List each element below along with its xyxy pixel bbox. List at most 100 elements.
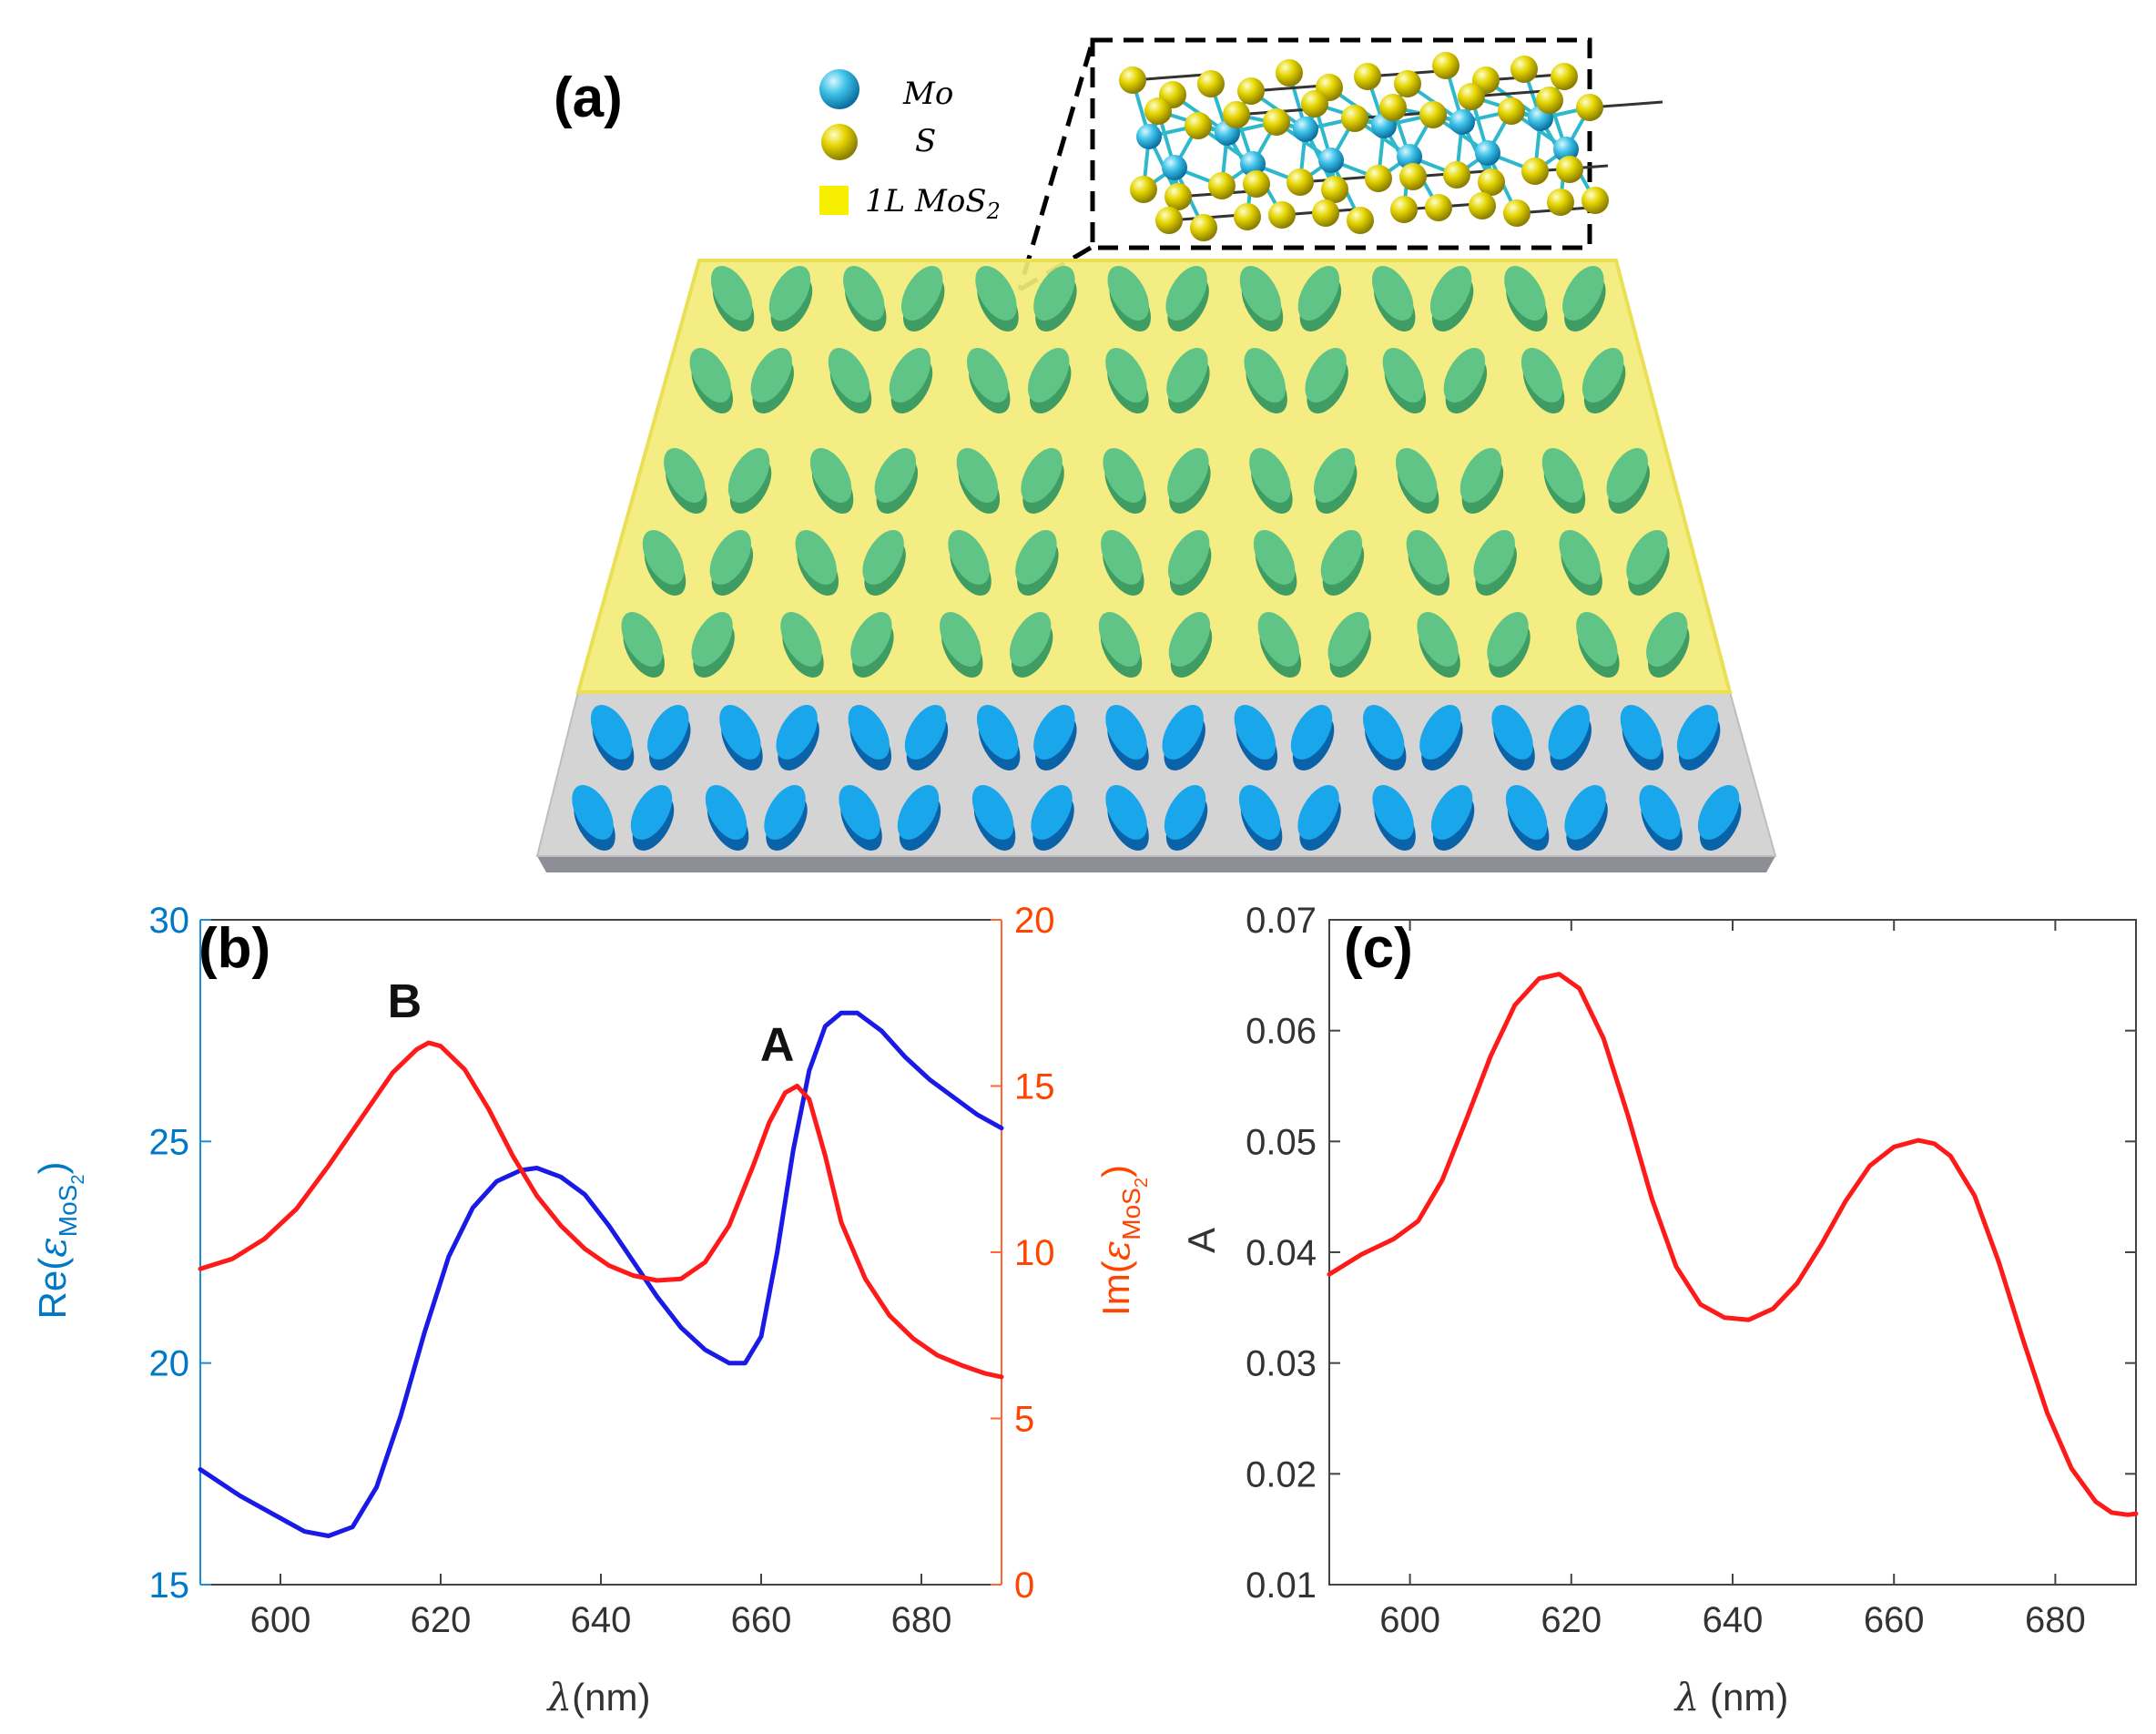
b-left-pre: Re( bbox=[31, 1258, 74, 1320]
s-atom bbox=[1197, 70, 1225, 97]
c-x-lambda: λ bbox=[1673, 1675, 1700, 1719]
b-x-tick-label: 680 bbox=[891, 1600, 952, 1640]
s-atom bbox=[1190, 214, 1217, 241]
c-plot-frame bbox=[1328, 919, 2137, 1586]
s-atom bbox=[1155, 207, 1183, 234]
zoom-line-left bbox=[1017, 46, 1093, 291]
panel-c-label: (c) bbox=[1344, 917, 1413, 980]
green-nanodisk bbox=[1249, 448, 1291, 503]
b-left-tick-label: 30 bbox=[149, 901, 190, 941]
green-nanodisk bbox=[889, 348, 931, 403]
zoom-inset-box bbox=[1090, 37, 1592, 250]
green-nanodisk bbox=[1009, 612, 1052, 667]
green-nanodisk bbox=[642, 530, 685, 585]
green-nanodisk bbox=[1297, 266, 1340, 321]
legend-s-label: S bbox=[915, 123, 936, 159]
green-nanodisk bbox=[750, 348, 792, 403]
blue-nanodisk bbox=[1363, 705, 1405, 760]
green-nanodisk bbox=[1166, 348, 1208, 403]
green-nanodisk bbox=[948, 530, 990, 585]
b-x-tick-label: 640 bbox=[571, 1600, 632, 1640]
panel-c-plot: 600 620 640 660 680 0.01 0.02 0.03 0.04 0.05 0.06 0… bbox=[1246, 901, 2139, 1640]
green-nanodisk bbox=[1576, 612, 1618, 667]
c-x-unit: (nm) bbox=[1699, 1676, 1788, 1719]
blue-nanodisk bbox=[1430, 785, 1473, 840]
c-y-tick-label: 0.02 bbox=[1246, 1454, 1317, 1494]
green-nanodisk bbox=[1395, 448, 1438, 503]
blue-nanodisk bbox=[1164, 785, 1206, 840]
s-atom bbox=[1521, 158, 1549, 185]
mo-atom bbox=[1553, 137, 1579, 162]
s-atom bbox=[1341, 105, 1368, 132]
green-nanodisk bbox=[1487, 612, 1529, 667]
b-right-post: ) bbox=[1094, 1165, 1137, 1178]
green-nanodisk bbox=[1105, 348, 1147, 403]
c-x-tick-label: 680 bbox=[2025, 1600, 2086, 1640]
b-right-sub: MoS bbox=[1117, 1188, 1145, 1240]
b-right-tick-label: 5 bbox=[1014, 1400, 1034, 1440]
s-atom bbox=[1379, 94, 1407, 121]
s-atom bbox=[1276, 59, 1303, 87]
s-atom bbox=[1425, 194, 1452, 221]
green-nanodisk bbox=[691, 612, 733, 667]
green-nanodisk bbox=[1581, 348, 1624, 403]
legend: Mo S 1L MoS2 bbox=[819, 69, 1001, 224]
s-atom bbox=[1478, 168, 1505, 196]
s-atom bbox=[1208, 172, 1236, 199]
blue-nanodisk bbox=[1297, 785, 1339, 840]
s-atom bbox=[1399, 163, 1427, 190]
c-y-tick-label: 0.06 bbox=[1246, 1012, 1317, 1052]
panel-b-plot: 600 620 640 660 680 15 20 25 30 0 5 10 15 20 bbox=[149, 901, 1055, 1640]
green-nanodisk bbox=[727, 448, 770, 503]
green-nanodisk bbox=[1305, 348, 1347, 403]
b-right-axis-label: Im(εMoS2) bbox=[1093, 1165, 1152, 1316]
mo-atom bbox=[1240, 151, 1266, 177]
s-atom bbox=[1581, 187, 1609, 214]
mo-atom bbox=[1136, 124, 1162, 149]
s-atom bbox=[1263, 108, 1290, 136]
green-nanodisk bbox=[1239, 266, 1282, 321]
s-atom bbox=[1185, 112, 1212, 139]
blue-nanodisk bbox=[1505, 785, 1548, 840]
c-y-tick-label: 0.01 bbox=[1246, 1566, 1317, 1606]
s-atom bbox=[1458, 83, 1485, 110]
b-x-tick-label: 620 bbox=[411, 1600, 472, 1640]
blue-nanodisk bbox=[839, 785, 880, 840]
b-left-tick-label: 20 bbox=[149, 1344, 190, 1384]
s-atom bbox=[1469, 192, 1496, 219]
green-nanodisk bbox=[1443, 348, 1486, 403]
green-nanodisk bbox=[1021, 448, 1063, 503]
panel-c: 600 620 640 660 680 0.01 0.02 0.03 0.04 0.05 0.06 0… bbox=[1180, 901, 2139, 1719]
green-nanodisk bbox=[1103, 448, 1144, 503]
s-atom bbox=[1312, 199, 1339, 227]
legend-layer-main: 1L MoS bbox=[865, 183, 987, 219]
green-nanodisk bbox=[1559, 530, 1601, 585]
s-legend-icon bbox=[821, 124, 858, 160]
blue-nanodisk bbox=[572, 785, 614, 840]
blue-nanodisk bbox=[976, 705, 1019, 760]
substrate-front bbox=[537, 856, 1775, 872]
blue-nanodisk bbox=[1290, 705, 1333, 760]
b-left-tick-label: 25 bbox=[149, 1122, 190, 1162]
green-nanodisk bbox=[795, 530, 837, 585]
green-nanodisk bbox=[1504, 266, 1546, 321]
green-nanodisk bbox=[1015, 530, 1057, 585]
c-x-axis-label: λ (nm) bbox=[1673, 1675, 1789, 1719]
blue-nanodisk bbox=[904, 705, 947, 760]
b-left-eps: ε bbox=[30, 1237, 75, 1258]
s-atom bbox=[1443, 161, 1470, 189]
nanodisk-array bbox=[572, 266, 1742, 851]
c-y-axis-label: A bbox=[1180, 1228, 1223, 1253]
green-nanodisk bbox=[1028, 348, 1070, 403]
green-nanodisk bbox=[1382, 348, 1425, 403]
green-nanodisk bbox=[1459, 448, 1502, 503]
green-nanodisk bbox=[1562, 266, 1604, 321]
s-atom bbox=[1286, 168, 1314, 196]
green-nanodisk bbox=[1626, 530, 1668, 585]
c-y-tick-label: 0.07 bbox=[1246, 901, 1317, 941]
green-nanodisk bbox=[1473, 530, 1515, 585]
blue-nanodisk bbox=[1620, 705, 1663, 760]
s-atom bbox=[1390, 196, 1418, 223]
panel-a-label: (a) bbox=[554, 66, 623, 129]
s-atom bbox=[1223, 101, 1250, 128]
